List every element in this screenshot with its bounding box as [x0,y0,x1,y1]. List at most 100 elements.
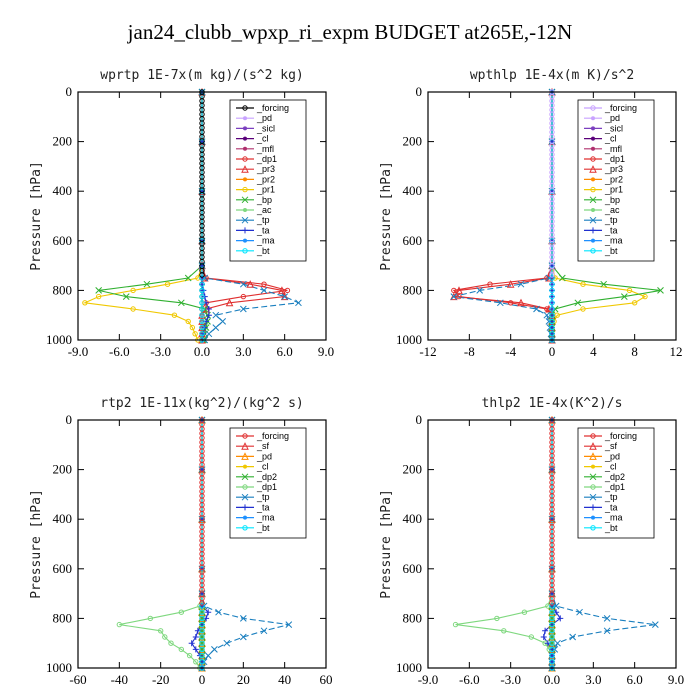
legend-label: _tp [256,215,270,225]
series-line-pr3 [452,92,553,340]
data-point-dp1 [261,281,267,287]
legend: _forcing_sf_pd_cl_dp2_dp1_tp_ta_ma_bt [577,427,655,539]
plot-frame [427,91,677,341]
data-point-ta [205,312,212,319]
y-axis-label: Pressure [hPa] [29,161,44,271]
data-point-pr1 [130,287,136,294]
data-point-bt [549,324,555,331]
legend-label: _ta [256,225,270,235]
data-point-zero-column [199,600,205,606]
y-tick-label: 600 [53,561,73,576]
data-point-tp [239,615,247,622]
legend-marker [242,504,248,511]
data-point-pr1 [192,331,198,337]
legend-marker [590,504,596,511]
data-point-bt [549,287,555,294]
legend-label: _ta [604,502,618,512]
data-point-zero-column [549,600,555,606]
data-point-bt [199,318,205,325]
y-tick-label: 400 [53,511,73,526]
legend-marker [591,177,595,182]
legend-marker [243,136,247,141]
data-point-tp [517,280,525,288]
series-line-dp1 [452,92,553,340]
legend-label: _pd [604,451,620,461]
data-point-bp [657,287,664,294]
data-point-tp [554,639,561,647]
data-point-dp1 [452,621,459,628]
legend-marker [591,116,595,121]
legend-label: _bp [256,195,272,205]
data-point-ta [557,615,564,622]
legend-marker [590,186,596,193]
legend-label: _forcing [604,103,637,113]
y-axis-label: Pressure [hPa] [379,489,394,599]
legend-marker [590,105,596,111]
data-point-tp [239,280,247,288]
data-point-bt [549,634,555,640]
legend-label: _mfl [604,144,622,154]
x-tick-label: 9.0 [668,672,684,687]
data-point-bt [549,621,555,628]
data-point-bp [95,287,103,294]
x-tick-label: 0 [199,672,206,687]
data-point-bt [199,300,205,306]
legend-marker [590,156,596,162]
y-tick-label: 0 [416,412,423,427]
legend-marker [591,126,595,131]
legend-label: _dp1 [256,154,277,164]
panel-title: wpthlp 1E-4x(m K)/s^2 [470,68,634,83]
legend-marker [591,136,595,141]
x-tick-label: 3.0 [585,672,601,687]
data-point-pr1 [189,324,196,331]
legend-marker [589,216,597,224]
legend-marker [243,208,247,212]
x-tick-label: -3.0 [150,344,171,359]
figure-title: jan24_clubb_wpxp_ri_expm BUDGET at265E,-… [127,20,573,44]
data-point-pr3 [506,280,515,288]
y-tick-label: 800 [403,282,423,297]
y-axis-label: Pressure [hPa] [379,161,394,271]
data-point-dp2 [198,633,206,641]
panel-title: rtp2 1E-11x(kg^2)/(kg^2 s) [100,396,304,411]
x-tick-label: 9.0 [318,344,334,359]
data-point-tp [239,633,247,641]
y-tick-label: 1000 [396,660,422,675]
legend-marker [242,156,248,162]
data-point-tp [281,293,289,300]
data-point-pr1 [626,287,633,294]
y-tick-label: 0 [66,84,73,99]
data-point-bt [199,621,205,628]
legend-marker [591,238,595,243]
data-point-dp1 [494,615,500,622]
panel-title: wprtp 1E-7x(m kg)/(s^2 kg) [100,68,304,83]
data-point-pr1 [580,281,586,287]
data-point-dp2 [198,608,206,616]
legend-marker [589,442,597,450]
legend-label: _dp2 [604,472,625,482]
data-point-bt [549,306,555,312]
legend-marker [241,196,249,204]
legend-marker [591,208,595,212]
legend-marker [591,146,595,151]
data-point-dp1 [186,652,193,659]
data-point-tp [260,287,268,294]
legend-label: _ta [604,225,618,235]
data-point-dp1 [284,287,291,294]
data-point-bp [620,293,628,300]
legend-label: _tp [256,492,270,502]
x-tick-label: -20 [152,672,169,687]
data-point-bt [199,287,205,294]
legend-label: _sicl [604,123,623,133]
data-point-bt [549,300,555,306]
legend-marker [243,238,247,243]
y-tick-label: 600 [53,233,73,248]
data-point-dp1 [168,640,174,646]
series-line-tp [453,92,553,341]
legend-marker [589,165,597,173]
legend: _forcing_sf_pd_cl_dp2_dp1_tp_ta_ma_bt [229,427,307,539]
data-point-bt [549,275,555,281]
legend-label: _dp1 [604,482,625,492]
legend-label: _cl [256,462,269,472]
legend-label: _mfl [256,144,274,154]
